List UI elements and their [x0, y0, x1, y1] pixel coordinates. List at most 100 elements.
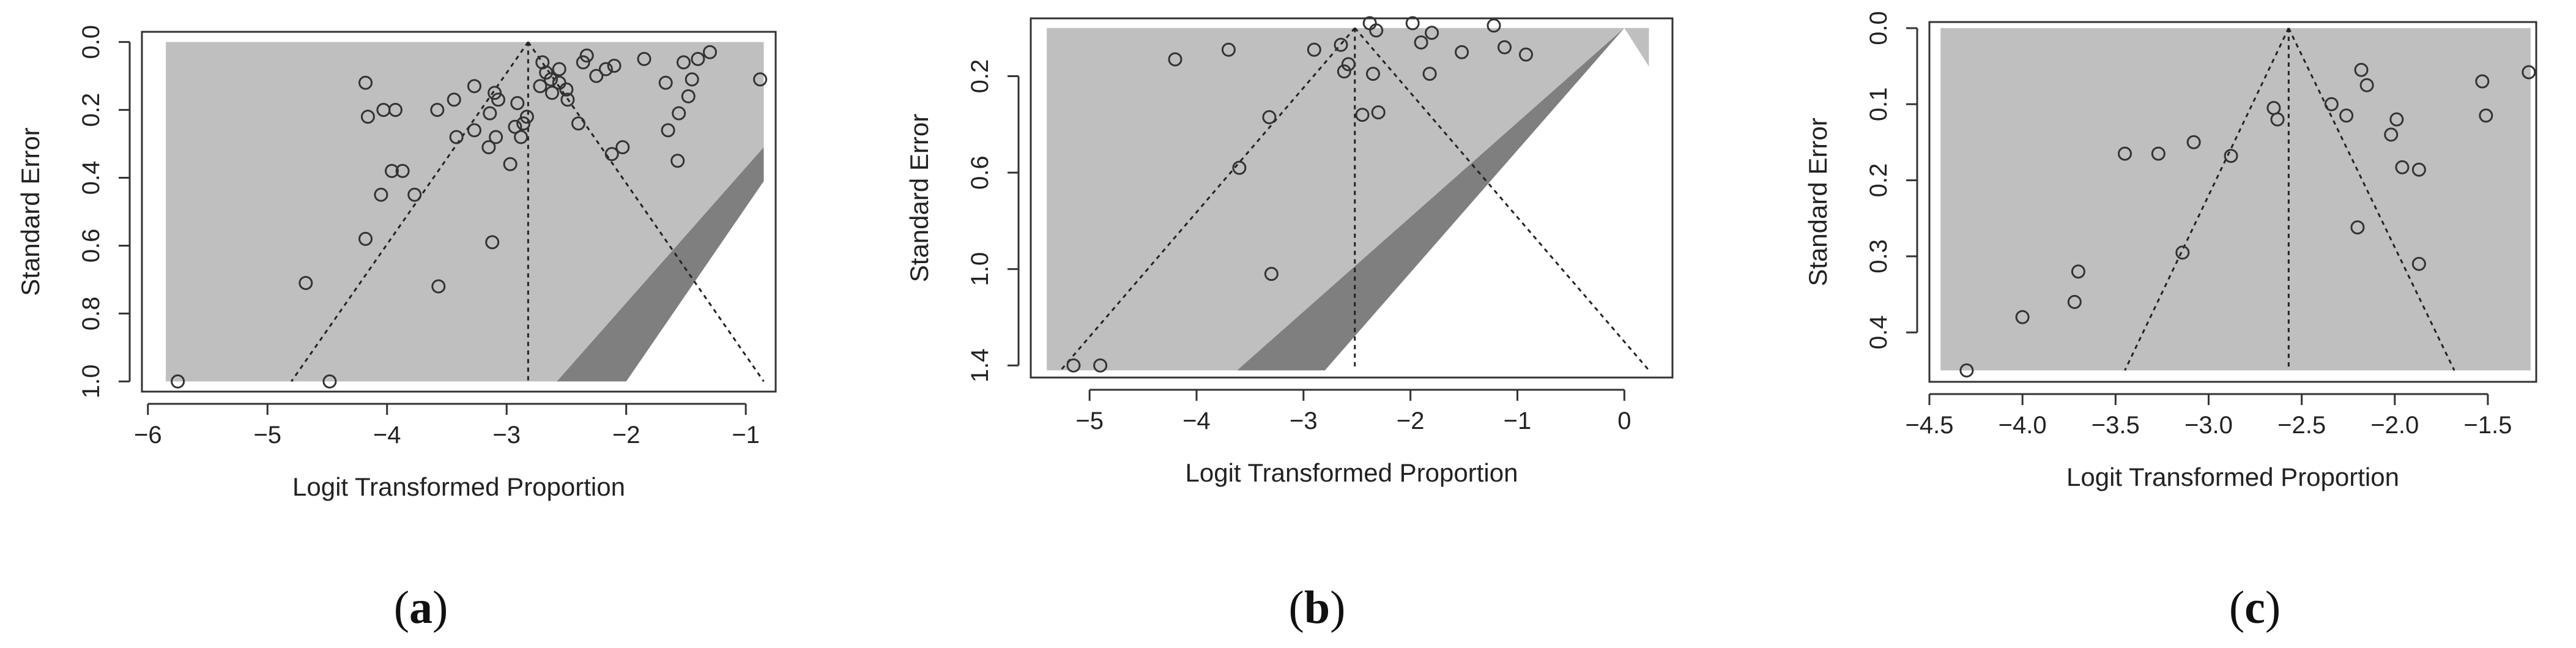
x-tick-label: −2: [1397, 408, 1425, 434]
y-tick-label: 0.1: [1865, 87, 1892, 121]
y-axis-title: Standard Error: [905, 114, 934, 282]
study-point: [2118, 146, 2132, 161]
y-axis-title: Standard Error: [16, 127, 45, 296]
study-point: [508, 119, 522, 134]
x-axis-title: Logit Transformed Proportion: [292, 472, 625, 501]
study-point: [1519, 47, 1533, 62]
x-tick-label: −1.5: [2463, 412, 2512, 439]
study-point: [1405, 16, 1420, 31]
study-point: [571, 116, 585, 131]
study-point: [1414, 35, 1428, 50]
y-axis-title: Standard Error: [1803, 117, 1832, 286]
funnel-right-boundary: [1354, 27, 1650, 371]
y-tick-label: 1.4: [967, 348, 993, 382]
x-tick-label: −3.0: [2184, 412, 2233, 439]
caption-close: ): [2265, 582, 2281, 633]
x-tick-label: −5: [1075, 408, 1104, 434]
study-point: [358, 75, 373, 90]
study-point: [615, 140, 630, 155]
study-point: [2175, 245, 2190, 260]
x-tick-label: −2.5: [2277, 412, 2326, 439]
study-point: [2411, 162, 2426, 177]
study-point: [681, 89, 696, 103]
funnel-left-boundary: [2124, 28, 2290, 371]
plot-area: [166, 41, 765, 382]
study-point: [533, 79, 547, 94]
funnel-plot-panel-a: −6 −5 −4 −3 −2 −1 Logit Transformed Proportion…: [0, 0, 856, 648]
x-tick-label: 0: [1617, 408, 1631, 434]
x-tick-label: −3.5: [2092, 412, 2140, 439]
study-point: [395, 163, 410, 178]
funnel-right-boundary: [2287, 28, 2455, 371]
study-point: [579, 48, 594, 63]
study-point: [2339, 108, 2354, 123]
study-point: [1337, 64, 1351, 79]
x-tick-label: −4: [373, 422, 401, 449]
study-point: [299, 276, 313, 290]
study-point: [430, 103, 445, 117]
x-tick-label: −1: [732, 422, 760, 449]
study-point: [171, 374, 185, 389]
study-point: [2359, 78, 2374, 92]
study-point: [589, 69, 604, 83]
study-point: [503, 157, 518, 171]
study-point: [598, 62, 613, 76]
study-point: [1369, 23, 1384, 38]
study-point: [544, 72, 558, 87]
study-point: [670, 154, 685, 168]
study-point: [1221, 42, 1236, 57]
caption-open: (: [393, 582, 409, 633]
study-point: [2186, 135, 2201, 149]
y-tick-label: 0.6: [78, 229, 105, 263]
study-point: [2071, 264, 2085, 279]
x-axis-title: Logit Transformed Proportion: [2066, 463, 2399, 491]
study-point: [2475, 74, 2490, 89]
study-point: [488, 86, 502, 100]
x-tick-label: −4.0: [1999, 412, 2047, 439]
caption-letter: b: [1304, 582, 1331, 633]
significance-contour-region: [557, 147, 764, 382]
plot-frame: [1928, 21, 2537, 383]
study-point: [672, 106, 686, 121]
caption-close: ): [1330, 582, 1346, 633]
caption-letter: a: [409, 582, 432, 633]
study-point: [677, 55, 691, 70]
significance-contour-region: [1047, 28, 1625, 371]
study-point: [358, 231, 373, 246]
y-tick-label: 0.3: [1865, 239, 1892, 274]
study-point: [1232, 160, 1247, 175]
study-point: [753, 72, 768, 87]
x-tick-label: −3: [492, 422, 521, 449]
study-point: [2384, 127, 2399, 142]
study-point: [2411, 256, 2426, 271]
study-point: [1455, 45, 1469, 59]
study-point: [1366, 67, 1380, 81]
funnel-left-boundary: [291, 41, 529, 382]
funnel-plot-b: −5 −4 −3 −2 −1 0 Logit Transformed Proportion 0…: [905, 16, 1674, 487]
study-point: [658, 75, 673, 90]
study-point: [2479, 108, 2493, 123]
study-point: [1341, 57, 1356, 72]
x-tick-label: −3: [1290, 408, 1318, 434]
plot-area: [1047, 27, 1650, 371]
y-tick-label: 0.8: [78, 297, 105, 331]
panel-caption-a: (a): [360, 581, 482, 635]
study-point: [2270, 112, 2285, 127]
study-point: [485, 235, 500, 250]
panel-caption-b: (b): [1256, 581, 1378, 635]
study-point: [1307, 42, 1321, 57]
caption-close: ): [432, 582, 448, 633]
panel-caption-c: (c): [2194, 581, 2316, 635]
study-point: [2151, 146, 2166, 161]
x-tick-label: −1: [1504, 408, 1532, 434]
x-axis: −6 −5 −4 −3 −2 −1: [134, 403, 760, 449]
study-point: [2354, 62, 2369, 77]
funnel-left-boundary: [1060, 27, 1356, 371]
study-point: [1066, 358, 1081, 373]
significance-contour-region: [1940, 28, 2531, 371]
study-point: [467, 79, 481, 94]
x-axis-title: Logit Transformed Proportion: [1186, 458, 1518, 487]
study-point: [637, 51, 651, 66]
plot-frame: [1030, 17, 1674, 379]
x-tick-label: −2: [612, 422, 640, 449]
